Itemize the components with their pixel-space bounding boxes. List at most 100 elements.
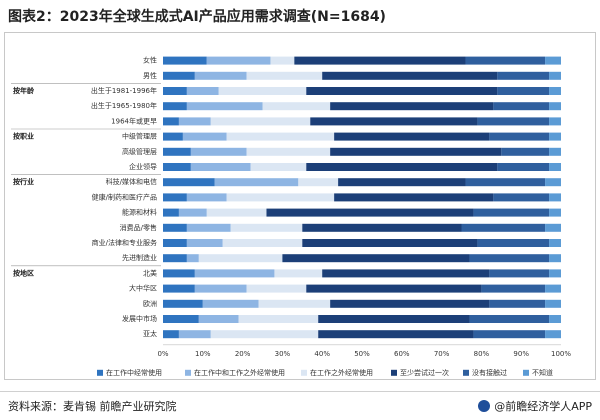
x-tick-label: 90% bbox=[513, 350, 529, 358]
x-tick-label: 60% bbox=[394, 350, 410, 358]
bar-segment bbox=[163, 102, 187, 111]
x-tick-label: 80% bbox=[474, 350, 490, 358]
bar-segment bbox=[246, 284, 307, 293]
bar-segment bbox=[178, 117, 211, 126]
bar-segment bbox=[549, 315, 561, 323]
bar-segment bbox=[330, 147, 502, 156]
bar-segment bbox=[549, 239, 561, 247]
legend-label: 在工作中经常使用 bbox=[106, 368, 162, 377]
x-tick-label: 50% bbox=[354, 350, 370, 358]
x-tick-label: 30% bbox=[275, 350, 291, 358]
bar-segment bbox=[198, 315, 239, 323]
bar-segment bbox=[298, 178, 339, 187]
bar-segment bbox=[473, 208, 550, 217]
bar-segment bbox=[493, 193, 550, 202]
bar-segment bbox=[477, 239, 550, 247]
bar-segment bbox=[163, 299, 203, 308]
bar-segment bbox=[186, 239, 223, 247]
bar-segment bbox=[163, 87, 187, 95]
legend-label: 在工作中和工作之外经常使用 bbox=[194, 368, 285, 377]
bar-segment bbox=[497, 71, 550, 80]
bar-segment bbox=[163, 132, 183, 141]
x-tick-label: 70% bbox=[434, 350, 450, 358]
bar-segment bbox=[322, 269, 490, 278]
bar-segment bbox=[190, 163, 251, 171]
bar-segment bbox=[481, 284, 546, 293]
bar-segment bbox=[334, 132, 490, 141]
bar-segment bbox=[294, 56, 466, 65]
bar-segment bbox=[163, 239, 187, 247]
category-label: 女性 bbox=[143, 56, 157, 65]
bar-segment bbox=[461, 223, 546, 232]
x-tick-label: 10% bbox=[195, 350, 211, 358]
bar-segment bbox=[163, 193, 187, 202]
bar-segment bbox=[549, 269, 561, 278]
bar-segment bbox=[549, 163, 561, 171]
bar-segment bbox=[545, 284, 561, 293]
category-label: 科技/媒体和电信 bbox=[106, 177, 157, 186]
bar-segment bbox=[163, 269, 195, 278]
bar-segment bbox=[163, 147, 191, 156]
bar-segment bbox=[186, 223, 231, 232]
bar-segment bbox=[549, 102, 561, 111]
bar-segment bbox=[545, 178, 561, 187]
bar-segment bbox=[302, 223, 462, 232]
bar-segment bbox=[182, 132, 227, 141]
legend-label: 不知道 bbox=[532, 368, 553, 377]
bar-segment bbox=[230, 223, 303, 232]
bar-segment bbox=[330, 299, 490, 308]
legend-label: 至少尝试过一次 bbox=[400, 368, 449, 377]
brand-text: @前瞻经济学人APP bbox=[494, 400, 592, 413]
bar-segment bbox=[493, 102, 550, 111]
bar-segment bbox=[206, 56, 271, 65]
bar-segment bbox=[190, 147, 247, 156]
bar-segment bbox=[210, 330, 319, 339]
bar-segment bbox=[306, 163, 498, 171]
category-label: 中级管理层 bbox=[122, 132, 157, 141]
legend-swatch bbox=[523, 369, 529, 376]
bar-segment bbox=[163, 208, 179, 217]
bar-segment bbox=[545, 299, 561, 308]
bar-segment bbox=[549, 71, 561, 80]
legend-label: 在工作之外经常使用 bbox=[310, 368, 373, 377]
x-tick-label: 100% bbox=[551, 350, 571, 358]
bar-segment bbox=[194, 269, 275, 278]
legend-swatch bbox=[97, 369, 103, 376]
bar-segment bbox=[465, 178, 546, 187]
bar-segment bbox=[489, 269, 550, 278]
x-tick-label: 0% bbox=[157, 350, 168, 358]
category-label: 高级管理层 bbox=[122, 147, 157, 156]
footer-divider bbox=[0, 391, 600, 392]
bar-segment bbox=[274, 269, 323, 278]
bar-segment bbox=[549, 254, 561, 263]
brand-logo-icon bbox=[478, 400, 491, 412]
bar-segment bbox=[266, 208, 474, 217]
bar-segment bbox=[246, 147, 331, 156]
bar-segment bbox=[489, 132, 550, 141]
chart-frame: 女性 男性 出生于1981-1996年 出生于1965-1980年 1964年或更早 中级… bbox=[4, 32, 596, 380]
bar-segment bbox=[310, 117, 478, 126]
bar-segment bbox=[497, 87, 550, 95]
category-label: 大中华区 bbox=[129, 284, 157, 293]
x-tick-label: 20% bbox=[235, 350, 251, 358]
bar-segment bbox=[545, 330, 561, 339]
bar-segment bbox=[306, 87, 498, 95]
bar-segment bbox=[501, 147, 550, 156]
bar-segment bbox=[318, 315, 470, 323]
bar-segment bbox=[238, 315, 319, 323]
category-label: 商业/法律和专业服务 bbox=[92, 238, 157, 247]
legend-label: 没有接触过 bbox=[472, 368, 507, 377]
bar-segment bbox=[214, 178, 299, 187]
category-label: 发展中市场 bbox=[122, 314, 157, 323]
brand-mark: @前瞻经济学人APP bbox=[478, 398, 592, 414]
bar-segment bbox=[206, 208, 267, 217]
bar-segment bbox=[194, 71, 247, 80]
bar-segment bbox=[545, 56, 561, 65]
category-label: 出生于1981-1996年 bbox=[91, 86, 157, 95]
bar-segment bbox=[163, 71, 195, 80]
bar-segment bbox=[302, 239, 478, 247]
bar-segment bbox=[198, 254, 283, 263]
category-label: 出生于1965-1980年 bbox=[91, 101, 157, 110]
bar-segment bbox=[469, 254, 550, 263]
bar-segment bbox=[202, 299, 259, 308]
